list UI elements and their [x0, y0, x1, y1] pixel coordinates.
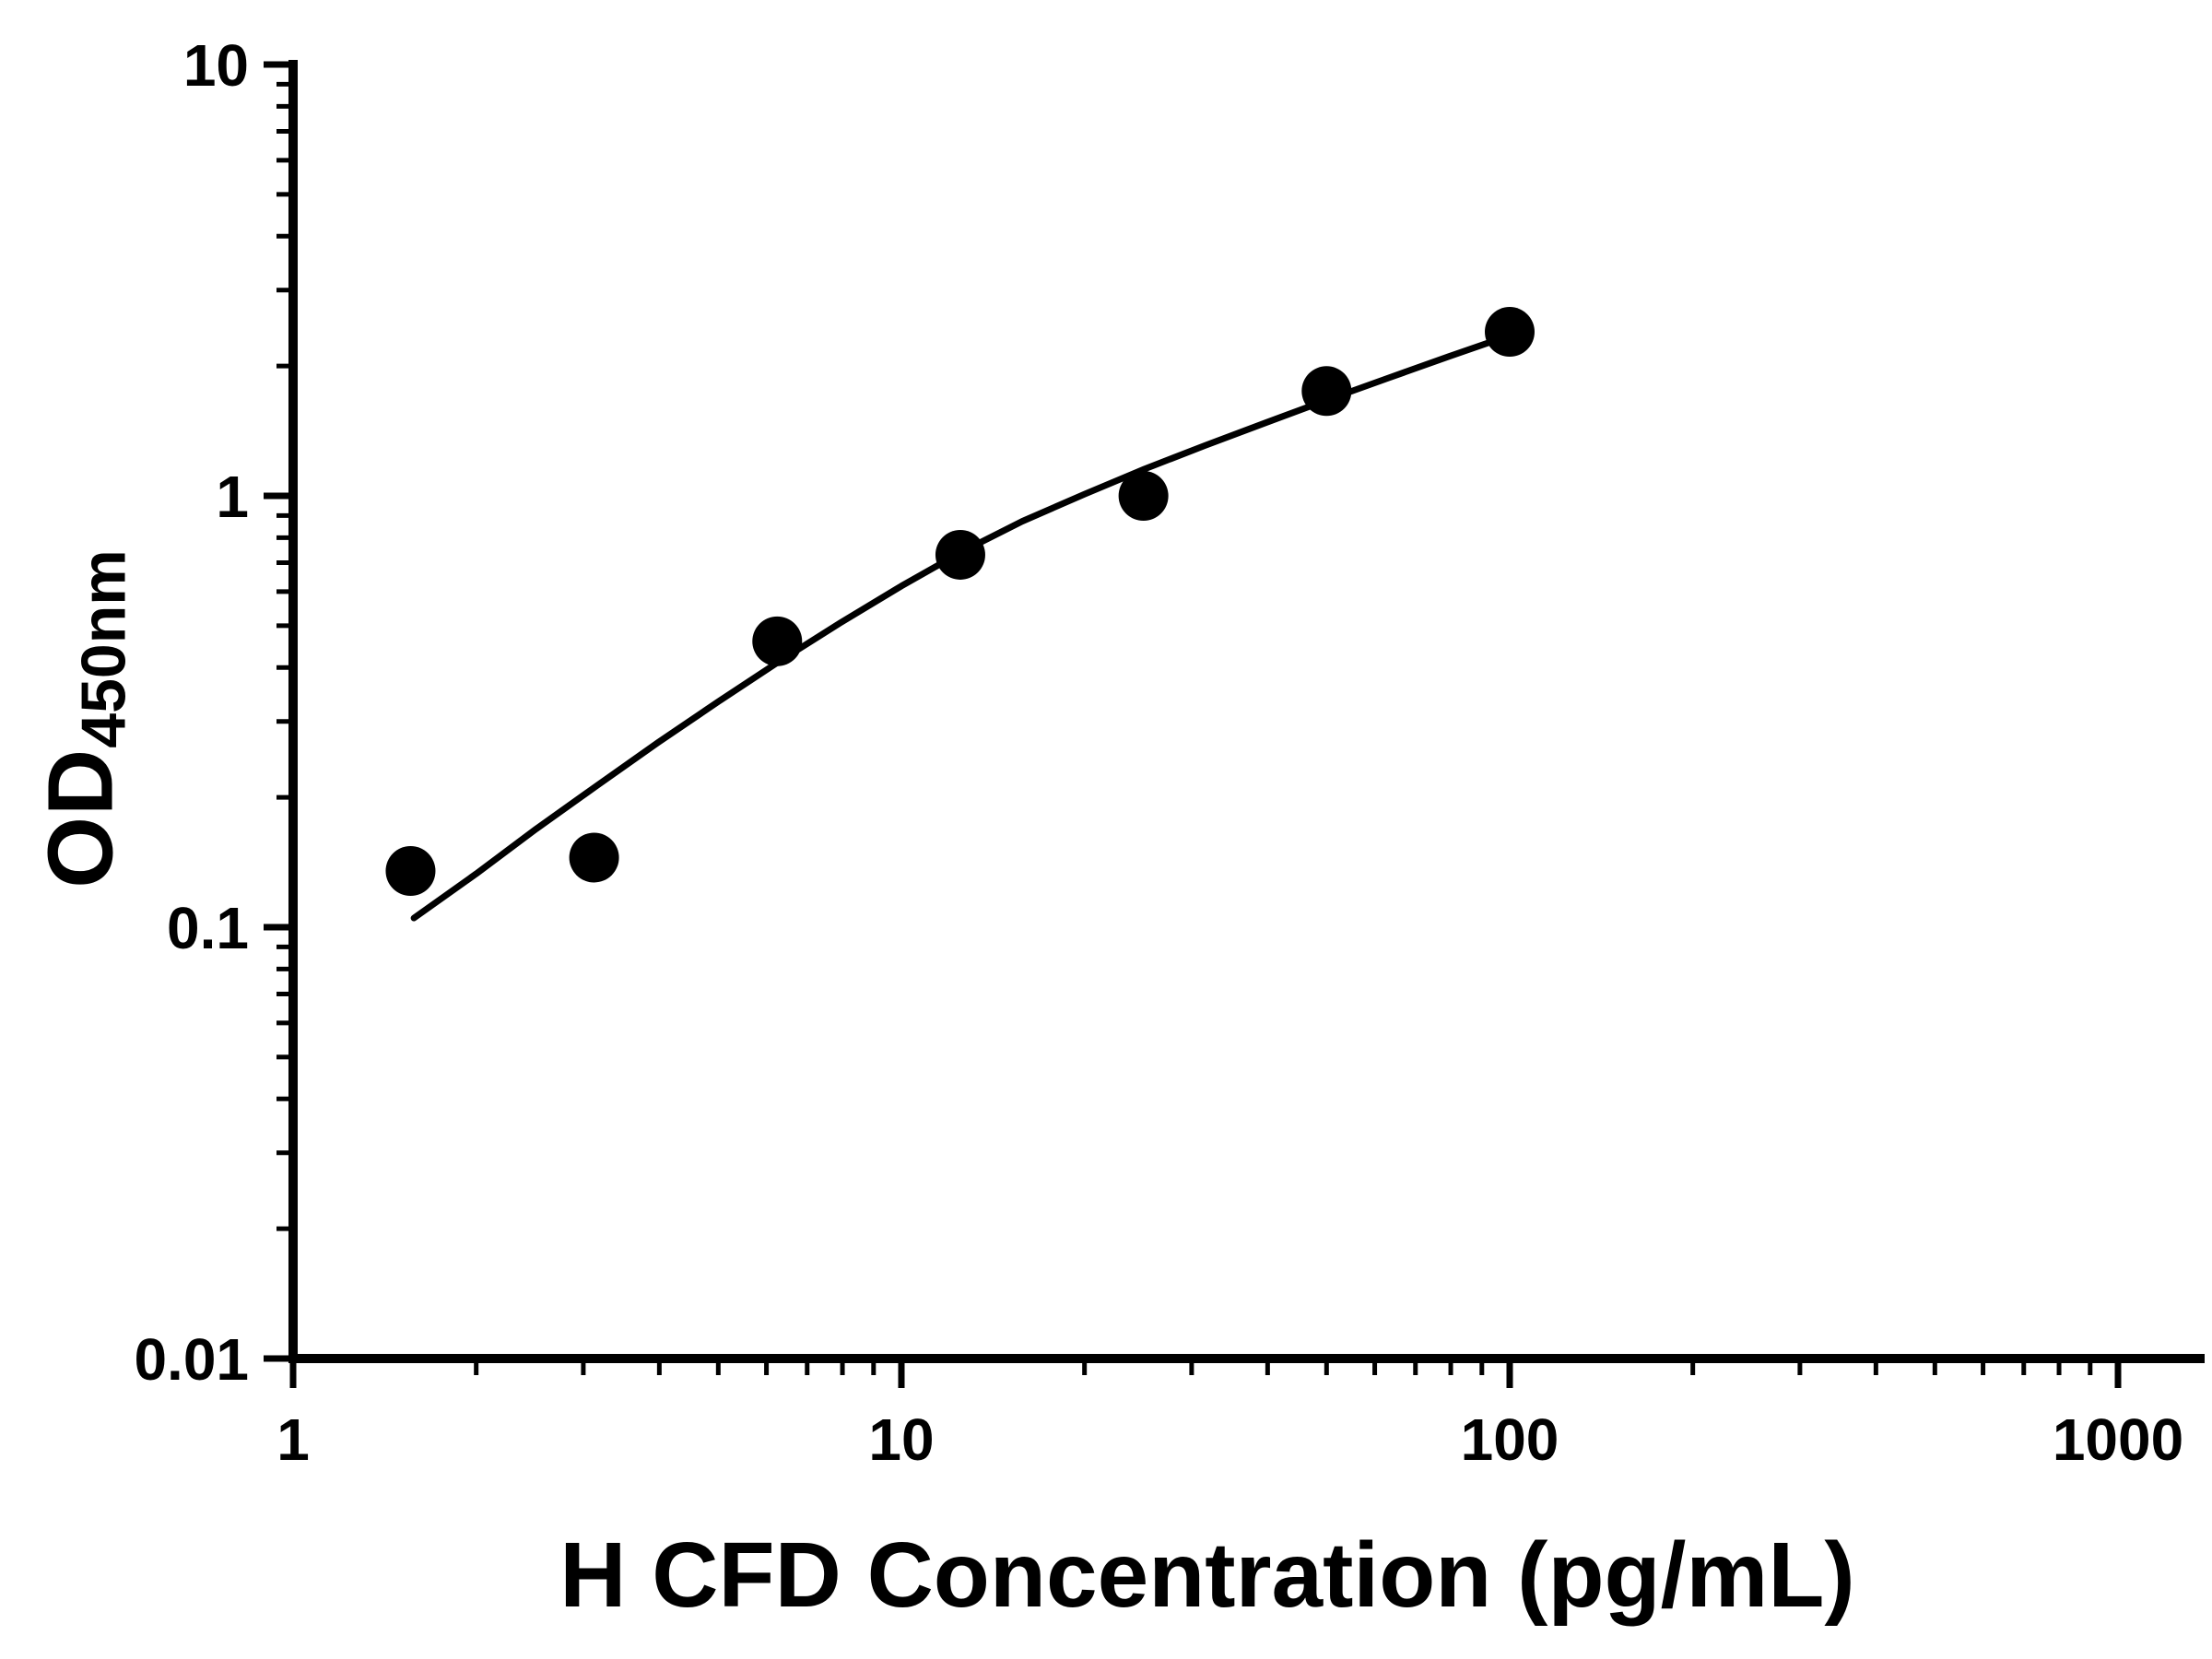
- y-tick-label: 0.1: [167, 895, 249, 961]
- x-axis-title: H CFD Concentration (pg/mL): [559, 1524, 1855, 1627]
- data-point: [1485, 307, 1535, 358]
- y-axis-title: OD450nm: [29, 549, 139, 888]
- data-point: [1118, 471, 1169, 521]
- x-tick-label: 10: [868, 1406, 934, 1473]
- x-tick-label: 1000: [2053, 1406, 2183, 1473]
- fit-curve: [410, 332, 1513, 922]
- x-tick-label: 1: [276, 1406, 310, 1473]
- data-point: [935, 529, 985, 580]
- y-axis-title-sub: 450nm: [68, 549, 139, 748]
- data-point: [1301, 366, 1352, 417]
- data-point: [385, 846, 436, 897]
- y-axis-title-main: OD: [29, 747, 133, 888]
- y-tick-label: 0.01: [134, 1326, 249, 1393]
- x-tick-label: 100: [1461, 1406, 1559, 1473]
- data-point: [569, 832, 619, 883]
- y-tick-label: 10: [183, 32, 249, 99]
- axes: [288, 60, 2205, 1363]
- data-point: [752, 616, 803, 666]
- y-tick-label: 1: [216, 464, 249, 530]
